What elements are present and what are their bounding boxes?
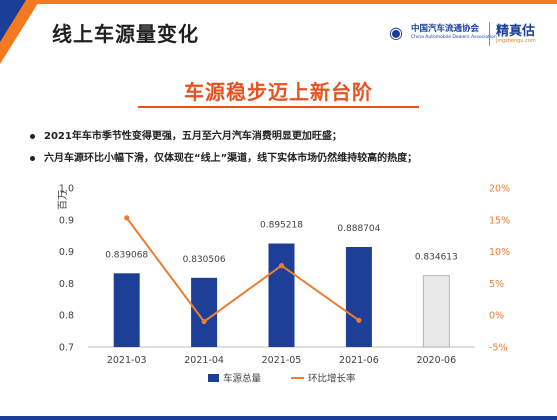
x-tick-label: 2021-06 — [339, 355, 379, 366]
subtitle-underline — [138, 106, 419, 108]
bar — [113, 273, 140, 347]
y-tick-label: 1.0 — [59, 184, 74, 195]
y2-tick-label: 5% — [489, 279, 504, 290]
logo-org-cn: 中国汽车流通协会 — [411, 24, 480, 34]
y-tick-label: 0.8 — [59, 311, 74, 322]
y-tick-label: 0.8 — [59, 279, 74, 290]
x-tick-label: 2020-06 — [416, 355, 456, 366]
data-label: 0.895218 — [260, 221, 303, 231]
bar — [345, 246, 372, 347]
legend-swatch-bar — [208, 374, 219, 382]
y2-tick-label: -5% — [489, 343, 508, 354]
x-tick-label: 2021-04 — [184, 355, 224, 366]
bullet-text: 2021年车市季节性变得更强，五月至六月汽车消费明显更加旺盛； — [44, 131, 342, 142]
cada-logo-icon: ◉ — [389, 23, 403, 42]
y-tick-label: 0.9 — [59, 215, 74, 226]
legend-label-bar: 车源总量 — [223, 373, 262, 385]
data-label: 0.830506 — [183, 255, 226, 265]
corner-decoration-blue — [0, 0, 26, 42]
page-title: 线上车源量变化 — [52, 22, 199, 46]
line-point — [124, 215, 130, 221]
data-label: 0.888704 — [337, 224, 380, 234]
line-point — [201, 318, 207, 325]
logo-brand: 精真估 — [496, 24, 536, 39]
line-point — [278, 262, 285, 269]
bullet-list: 2021年车市季节性变得更强，五月至六月汽车消费明显更加旺盛； 六月车源环比小幅… — [30, 130, 550, 174]
bar — [422, 275, 450, 348]
logo-divider — [489, 22, 490, 46]
data-label: 0.839068 — [105, 250, 148, 260]
y2-tick-label: 15% — [489, 215, 510, 226]
legend-label-line: 环比增长率 — [308, 373, 356, 385]
bullet-item: 六月车源环比小幅下滑，仅体现在“线上”渠道，线下实体市场仍然维持较高的热度； — [30, 152, 550, 166]
x-tick-label: 2021-03 — [107, 355, 147, 366]
x-tick-label: 2021-05 — [262, 355, 302, 366]
logo-org-en: China Automobile Dealers Association — [411, 35, 497, 40]
y-axis-label: 百万 — [57, 190, 69, 210]
bar — [191, 277, 218, 347]
bullet-dot — [30, 134, 35, 139]
bullet-text: 六月车源环比小幅下滑，仅体现在“线上”渠道，线下实体市场仍然维持较高的热度； — [44, 153, 418, 164]
bullet-item: 2021年车市季节性变得更强，五月至六月汽车消费明显更加旺盛； — [30, 130, 550, 144]
y2-tick-label: 0% — [489, 311, 504, 322]
bar — [268, 243, 295, 347]
footer-brand-strip — [0, 416, 557, 420]
top-accent-bar — [0, 0, 557, 4]
y2-tick-label: 20% — [489, 184, 510, 195]
y2-tick-label: 10% — [489, 247, 510, 258]
bullet-dot — [30, 156, 35, 161]
logo-site: jingzhengu.com — [496, 38, 536, 44]
line-point — [356, 317, 362, 323]
data-label: 0.834613 — [415, 253, 458, 263]
y-tick-label: 0.9 — [59, 247, 74, 258]
section-subtitle: 车源稳步迈上新台阶 — [184, 80, 373, 104]
line-series — [125, 217, 360, 323]
y-tick-label: 0.7 — [59, 343, 74, 354]
